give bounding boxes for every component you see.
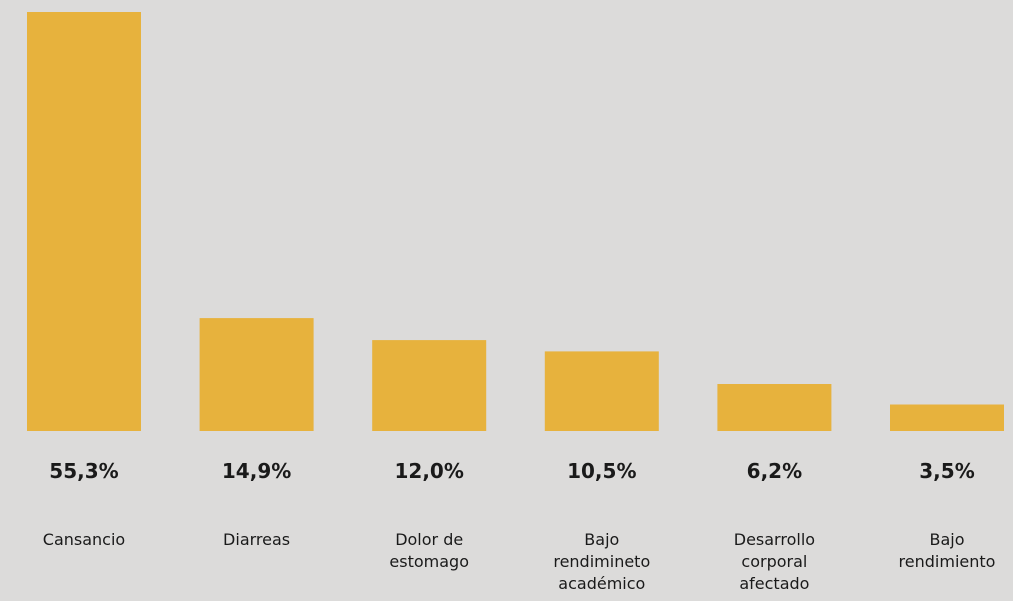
category-label-line: académico [558, 574, 645, 593]
category-label-line: Bajo [584, 530, 619, 549]
value-label-1: 55,3% [49, 459, 118, 483]
category-label-line: estomago [389, 552, 469, 571]
category-label-5: Desarrollo corporal afectado [734, 530, 815, 593]
bar-5 [717, 384, 832, 431]
bar-4 [544, 351, 659, 431]
value-label-4: 10,5% [567, 459, 636, 483]
category-label-4: Bajo rendimineto académico [553, 530, 650, 593]
category-label-6: Bajo rendimiento [899, 530, 996, 571]
category-label-line: Dolor de [395, 530, 463, 549]
value-labels-group: 55,3% 14,9% 12,0% 10,5% 6,2% 3,5% [49, 459, 974, 483]
bars-group [27, 12, 1004, 431]
category-label-1: Cansancio [43, 530, 125, 549]
category-label-line: afectado [739, 574, 809, 593]
bar-6 [890, 404, 1004, 431]
category-label-line: Cansancio [43, 530, 125, 549]
bar-1 [27, 12, 141, 431]
category-label-line: Bajo [929, 530, 964, 549]
category-label-line: rendimiento [899, 552, 996, 571]
category-label-line: Desarrollo [734, 530, 815, 549]
category-label-line: rendimineto [553, 552, 650, 571]
bar-2 [199, 318, 314, 431]
category-label-line: Diarreas [223, 530, 290, 549]
category-labels-group: Cansancio Diarreas Dolor de estomago Bajo ren… [43, 530, 996, 593]
value-label-2: 14,9% [222, 459, 291, 483]
value-label-3: 12,0% [395, 459, 464, 483]
category-label-2: Diarreas [223, 530, 290, 549]
value-label-5: 6,2% [747, 459, 802, 483]
bar-3 [372, 340, 487, 431]
category-label-line: corporal [741, 552, 807, 571]
value-label-6: 3,5% [919, 459, 974, 483]
category-label-3: Dolor de estomago [389, 530, 469, 571]
